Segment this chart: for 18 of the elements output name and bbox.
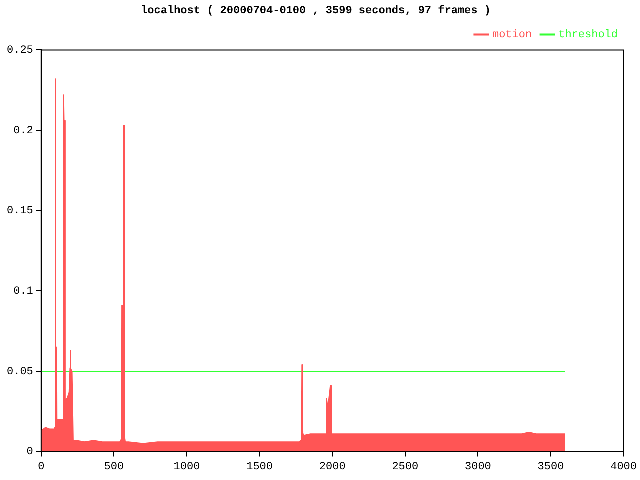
legend-label: motion <box>492 30 532 42</box>
x-tick-label: 1000 <box>174 461 200 474</box>
y-tick-label: 0.1 <box>14 286 34 298</box>
x-tick-label: 500 <box>104 461 124 474</box>
x-tick-label: 3500 <box>538 461 564 474</box>
x-tick-label: 2500 <box>392 461 419 474</box>
y-tick-label: 0.15 <box>7 206 34 218</box>
legend-label: threshold <box>558 30 618 42</box>
y-tick-label: 0.2 <box>14 125 34 138</box>
x-tick-label: 3000 <box>464 461 492 474</box>
x-tick-label: 4000 <box>610 461 637 474</box>
x-tick-label: 0 <box>38 461 45 474</box>
y-tick-label: 0.05 <box>7 366 34 378</box>
chart-title: localhost ( 20000704-0100 , 3599 seconds, 97 frames ) <box>141 4 491 18</box>
y-tick-label: 0 <box>26 446 34 459</box>
x-tick-label: 1500 <box>246 461 274 474</box>
y-tick-label: 0.25 <box>7 45 34 58</box>
x-tick-label: 2000 <box>319 461 346 474</box>
